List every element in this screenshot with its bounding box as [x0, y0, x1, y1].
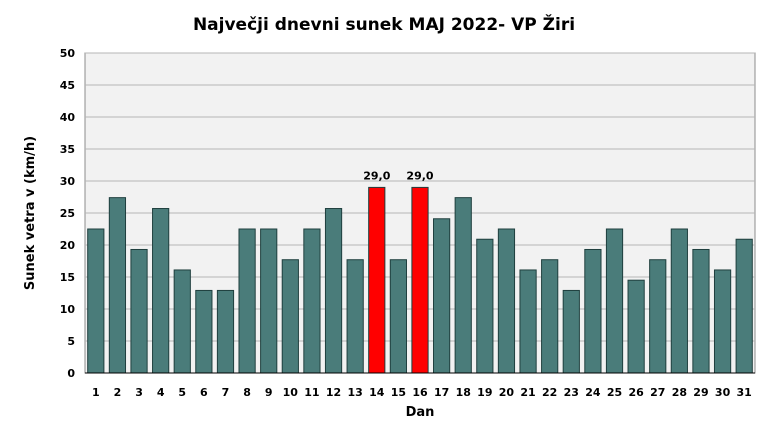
y-tick-label: 0 [67, 367, 75, 380]
y-tick-label: 15 [60, 271, 75, 284]
bar-day-19 [476, 238, 494, 374]
x-tick-label: 25 [607, 386, 622, 399]
x-tick-label: 30 [715, 386, 731, 399]
bar-day-22 [541, 259, 559, 374]
bar-day-4 [152, 208, 170, 374]
x-tick-label: 14 [369, 386, 385, 399]
bar-day-31 [735, 238, 753, 374]
y-tick-label: 45 [60, 79, 75, 92]
bar-day-3 [130, 248, 148, 374]
x-tick-label: 11 [304, 386, 319, 399]
bar-day-25 [605, 228, 624, 374]
bar-day-24 [584, 248, 602, 374]
x-tick-label: 18 [456, 386, 471, 399]
x-axis-ticks: 1 2 3 4 5 6 7 8 9 10 11 12 13 14 15 16 17 18 19 20 21 22 23 24 2… [92, 386, 752, 399]
bar-day-7 [216, 289, 235, 374]
bar-day-5 [173, 269, 191, 374]
x-tick-label: 13 [348, 386, 363, 399]
bar-day-30 [713, 269, 732, 374]
x-axis-title: Dan [406, 405, 435, 420]
bar-day-29 [692, 248, 710, 374]
x-tick-label: 3 [135, 386, 143, 399]
y-tick-label: 10 [60, 303, 76, 316]
chart-title: Največji dnevni sunek MAJ 2022- VP Žiri [193, 13, 575, 35]
x-tick-label: 29 [693, 386, 708, 399]
bar-day-18 [454, 197, 472, 374]
bar-day-13 [346, 259, 364, 374]
bar-day-11 [303, 228, 321, 374]
x-tick-label: 21 [520, 386, 535, 399]
y-tick-label: 20 [60, 239, 76, 252]
x-tick-label: 2 [114, 386, 122, 399]
y-tick-label: 25 [60, 207, 75, 220]
x-tick-label: 26 [628, 386, 644, 399]
x-tick-label: 6 [200, 386, 208, 399]
x-tick-label: 28 [672, 386, 687, 399]
x-tick-label: 31 [737, 386, 752, 399]
x-tick-label: 27 [650, 386, 665, 399]
x-tick-label: 15 [391, 386, 406, 399]
x-tick-label: 12 [326, 386, 341, 399]
bar-day-21 [519, 269, 537, 374]
data-label: 29,0 [363, 169, 390, 182]
bar-day-8 [238, 228, 256, 374]
x-tick-label: 9 [265, 386, 273, 399]
bar-day-15 [389, 259, 407, 374]
bar-day-6 [195, 289, 213, 374]
bar-day-14 [368, 186, 386, 374]
bar-day-17 [433, 218, 451, 374]
data-labels: 29,0 29,0 [363, 169, 434, 182]
y-axis-title: Sunek vetra v (km/h) [23, 136, 38, 290]
bar-day-26 [627, 279, 645, 374]
x-tick-label: 22 [542, 386, 557, 399]
bar-day-27 [649, 259, 667, 374]
x-tick-label: 23 [564, 386, 579, 399]
x-tick-label: 4 [157, 386, 165, 399]
bar-day-9 [260, 228, 278, 374]
x-tick-label: 17 [434, 386, 449, 399]
bar-day-20 [497, 228, 516, 374]
bar-day-23 [562, 289, 580, 374]
bar-day-2 [108, 197, 127, 374]
x-tick-label: 20 [499, 386, 515, 399]
x-tick-label: 16 [412, 386, 428, 399]
x-tick-label: 24 [585, 386, 601, 399]
x-tick-label: 10 [283, 386, 299, 399]
x-tick-label: 19 [477, 386, 492, 399]
bars [87, 186, 753, 374]
bar-day-28 [670, 228, 688, 374]
y-tick-label: 50 [60, 47, 76, 60]
x-tick-label: 7 [222, 386, 230, 399]
data-label: 29,0 [406, 169, 433, 182]
bar-day-12 [324, 208, 343, 374]
x-tick-label: 8 [243, 386, 251, 399]
y-tick-label: 40 [60, 111, 76, 124]
x-tick-label: 5 [178, 386, 186, 399]
bar-day-10 [281, 259, 299, 374]
y-axis-ticks: 0 5 10 15 20 25 30 35 40 45 50 [60, 47, 76, 380]
bar-day-16 [411, 186, 429, 374]
y-tick-label: 35 [60, 143, 75, 156]
x-tick-label: 1 [92, 386, 100, 399]
y-tick-label: 30 [60, 175, 76, 188]
y-tick-label: 5 [67, 335, 75, 348]
bar-day-1 [87, 228, 105, 374]
